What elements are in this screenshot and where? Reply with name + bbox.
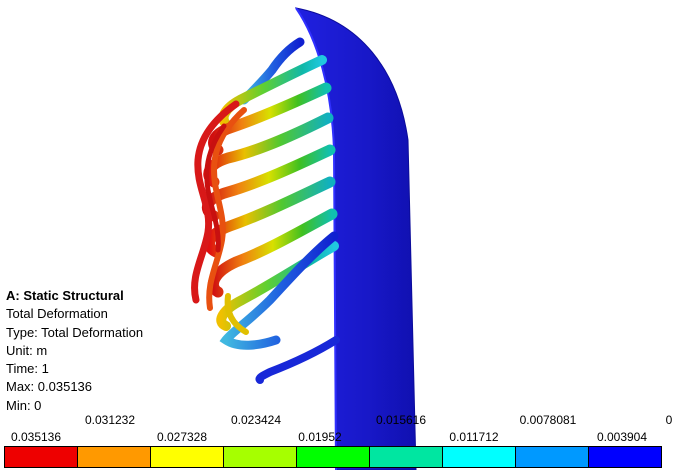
legend-swatch-cyan [443, 447, 516, 467]
result-name: Total Deformation [6, 306, 108, 322]
legend-swatch-light-blue [516, 447, 589, 467]
result-min: Min: 0 [6, 397, 42, 413]
legend-top-label: 0.031232 [84, 413, 136, 427]
legend-swatch-orange [78, 447, 151, 467]
legend-swatch-yellow-green [224, 447, 297, 467]
rib-6 [203, 176, 336, 258]
legend-swatch-red [5, 447, 78, 467]
legend-swatch-blue [589, 447, 661, 467]
legend-swatch-green [297, 447, 370, 467]
legend-bottom-label: 0.035136 [10, 430, 62, 444]
legend-top-label: 0 [665, 413, 673, 427]
analysis-title: A: Static Structural [6, 288, 124, 303]
legend-top-label: 0.015616 [375, 413, 427, 427]
support-plate [294, 7, 417, 470]
legend-top-label: 0.023424 [230, 413, 282, 427]
legend-top-label: 0.0078081 [519, 413, 577, 427]
rib-10 [255, 336, 340, 384]
legend-swatch-teal [370, 447, 443, 467]
front-rib-bundle [191, 100, 249, 335]
legend-bottom-label: 0.01952 [298, 430, 342, 444]
color-legend[interactable]: 0.031232 0.023424 0.015616 0.0078081 0 0… [0, 410, 675, 470]
result-info-panel: A: Static Structural Total Deformation T… [6, 287, 143, 415]
support-plate-edge [295, 7, 337, 470]
result-unit: Unit: m [6, 342, 48, 358]
rib-group [201, 37, 340, 384]
result-type: Type: Total Deformation [6, 324, 144, 340]
result-max: Max: 0.035136 [6, 379, 93, 395]
legend-bottom-label: 0.011712 [449, 430, 499, 444]
result-time: Time: 1 [6, 361, 49, 377]
legend-bottom-label: 0.003904 [596, 430, 648, 444]
legend-bottom-label: 0.027328 [156, 430, 208, 444]
legend-color-bar[interactable] [4, 446, 662, 468]
rib-9 [219, 231, 339, 350]
legend-swatch-yellow [151, 447, 224, 467]
